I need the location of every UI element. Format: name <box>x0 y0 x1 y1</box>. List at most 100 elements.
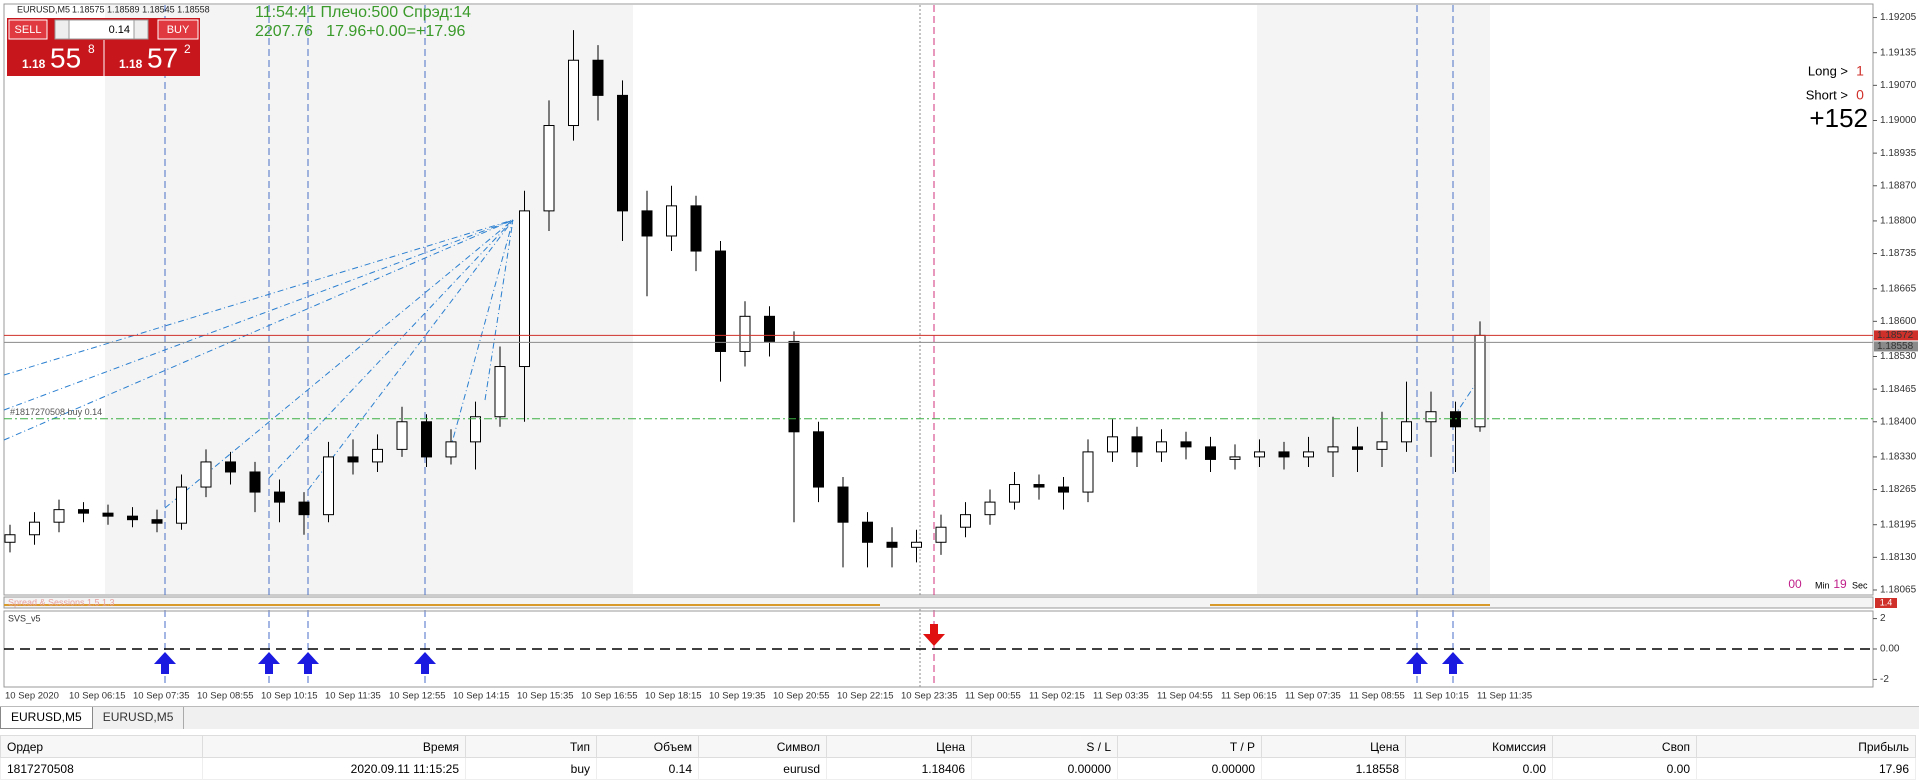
candle-body <box>592 59 604 96</box>
buy-arrows <box>154 652 1464 674</box>
column-header: Ордер <box>0 735 203 758</box>
candle-body <box>739 315 751 352</box>
y-tick-label: 1.19000 <box>1880 115 1917 126</box>
long-count: 1 <box>1856 63 1864 79</box>
candle-body <box>200 461 212 488</box>
timer-sec-label: Sec <box>1852 580 1868 590</box>
candle-body <box>1303 451 1314 458</box>
candle-body <box>666 205 677 237</box>
candle-body <box>225 461 236 473</box>
cell: 0.00000 <box>971 757 1118 780</box>
candle-body <box>519 210 530 368</box>
column-header: S / L <box>971 735 1118 758</box>
chart-window: EURUSD,M5 1.18575 1.18589 1.18545 1.1855… <box>3 3 1918 702</box>
lot-value[interactable]: 0.14 <box>109 24 130 36</box>
time-axis: 10 Sep 2020 10 Sep 06:15 10 Sep 07:35 10 Se… <box>5 691 1532 702</box>
x-tick-label: 11 Sep 03:35 <box>1093 691 1149 702</box>
trend-line <box>307 219 514 491</box>
candle-body <box>1401 421 1412 443</box>
buy-arrow <box>297 652 319 674</box>
candle-body <box>960 514 971 528</box>
sell-button[interactable] <box>8 19 48 40</box>
x-tick-label: 10 Sep 19:35 <box>709 691 766 702</box>
candle-body <box>1180 441 1192 448</box>
x-tick-label: 10 Sep 06:15 <box>69 691 126 702</box>
buy-button[interactable] <box>157 19 199 40</box>
session-shade <box>1257 5 1490 594</box>
sessions-title: Spread & Sessions 1.5 1.3 <box>8 597 115 607</box>
price-label-bg <box>1874 341 1918 352</box>
trade-panel: SELL 0.14 BUY 1.18 55 8 1.18 57 2 <box>7 18 200 76</box>
candle-body <box>837 486 849 523</box>
candle-body <box>543 125 555 212</box>
long-label: Long > <box>1808 63 1848 78</box>
candle-body <box>886 541 898 548</box>
chart-tab[interactable]: EURUSD,M5 <box>93 707 185 729</box>
y-tick-label: 1.18935 <box>1880 148 1917 159</box>
column-header: Прибыль <box>1696 735 1916 758</box>
y-tick-label: 0.00 <box>1880 644 1900 655</box>
candle-body <box>1450 411 1461 428</box>
short-label: Short > <box>1806 87 1848 102</box>
column-header: Тип <box>465 735 597 758</box>
candle-body <box>911 541 922 548</box>
chart-tab[interactable]: EURUSD,M5 <box>0 707 93 729</box>
candle-body <box>78 509 89 514</box>
x-tick-label: 10 Sep 16:55 <box>581 691 638 702</box>
y-tick-label: 1.18195 <box>1880 519 1917 530</box>
buy-big: 1.18 <box>119 57 143 71</box>
panel-title: SVS_v5 <box>8 613 41 623</box>
trend-line <box>3 219 514 376</box>
candle-body <box>53 509 65 523</box>
x-tick-label: 10 Sep 11:35 <box>325 691 381 702</box>
candle-body <box>347 456 359 463</box>
cell: 1817270508 <box>0 757 203 780</box>
y-tick-label: 1.18800 <box>1880 216 1917 227</box>
candle-body <box>568 59 579 127</box>
y-tick-label: 1.18530 <box>1880 351 1917 362</box>
cell: 17.96 <box>1696 757 1916 780</box>
candle-body <box>641 210 653 237</box>
candle-body <box>1082 451 1094 493</box>
x-tick-label: 11 Sep 10:15 <box>1413 691 1469 702</box>
candle-body <box>1229 456 1241 460</box>
candle-body <box>984 501 996 516</box>
candle-body <box>1376 441 1388 450</box>
lot-up[interactable] <box>133 19 149 40</box>
candle-body <box>4 534 16 543</box>
y-tick-label: 1.18465 <box>1880 384 1917 395</box>
x-tick-label: 11 Sep 04:55 <box>1157 691 1213 702</box>
short-count: 0 <box>1856 87 1864 103</box>
x-tick-label: 11 Sep 08:55 <box>1349 691 1405 702</box>
candle-body <box>690 205 702 252</box>
cell: 0.00000 <box>1117 757 1262 780</box>
trend-line <box>3 219 514 441</box>
buy-arrow <box>258 652 280 674</box>
candle-body <box>298 501 310 516</box>
buy-arrow <box>1406 652 1428 674</box>
sell-label[interactable]: SELL <box>15 24 42 36</box>
candle-body <box>421 421 432 458</box>
price-label-bg <box>1874 330 1918 341</box>
candle-body <box>1058 486 1069 493</box>
x-tick-label: 10 Sep 12:55 <box>389 691 446 702</box>
buy-arrow <box>414 652 436 674</box>
quote-header: 1.18575 1.18589 1.18545 1.18558 <box>72 4 210 14</box>
y-tick-label: 1.19070 <box>1880 80 1917 91</box>
candle-body <box>274 491 285 503</box>
order-label: #1817270508 buy 0.14 <box>10 407 102 417</box>
column-header: Время <box>202 735 466 758</box>
info-line: 11:54:41 Плечо:500 Спрэд:14 <box>255 4 471 21</box>
x-tick-label: 10 Sep 14:15 <box>453 691 510 702</box>
timer-sec: 19 <box>1833 577 1847 591</box>
column-header: Цена <box>1261 735 1406 758</box>
candle-body <box>1327 446 1339 453</box>
sessions-strip <box>3 596 1874 609</box>
sessions-value: 1.4 <box>1880 597 1893 607</box>
y-tick-label: 1.19205 <box>1880 12 1917 23</box>
candle-body <box>1278 451 1290 458</box>
buy-label[interactable]: BUY <box>167 24 190 36</box>
lot-down[interactable] <box>54 19 70 40</box>
y-tick-label: 1.19135 <box>1880 47 1917 58</box>
